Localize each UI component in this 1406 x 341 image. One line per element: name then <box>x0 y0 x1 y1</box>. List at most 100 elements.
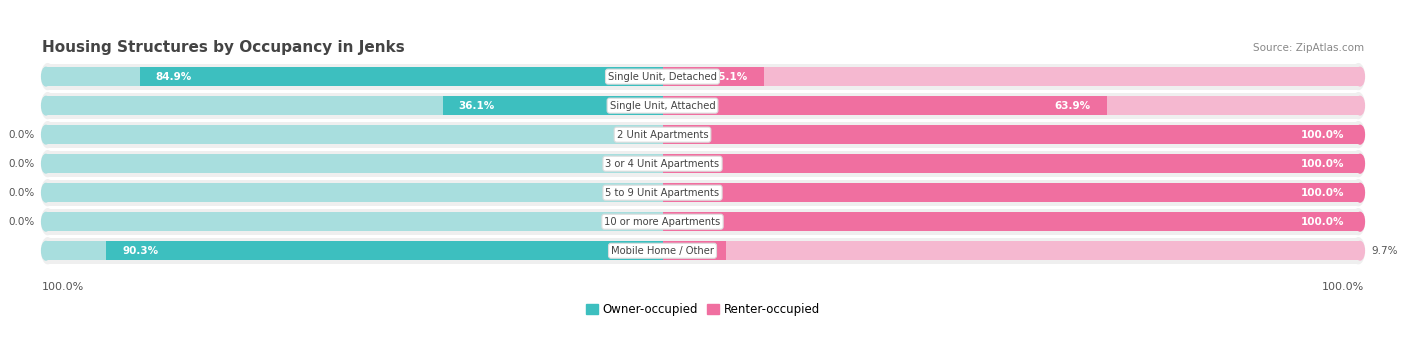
Text: 0.0%: 0.0% <box>8 188 35 198</box>
Bar <box>662 183 666 202</box>
Circle shape <box>42 122 53 148</box>
Bar <box>658 67 662 86</box>
FancyBboxPatch shape <box>48 122 1358 148</box>
Text: 100.0%: 100.0% <box>1301 188 1344 198</box>
Circle shape <box>42 212 51 231</box>
Circle shape <box>1353 209 1364 235</box>
Text: 5 to 9 Unit Apartments: 5 to 9 Unit Apartments <box>606 188 720 198</box>
Text: 10 or more Apartments: 10 or more Apartments <box>605 217 721 227</box>
Circle shape <box>42 154 51 173</box>
Circle shape <box>42 93 53 119</box>
Circle shape <box>1353 151 1364 177</box>
Bar <box>662 97 666 115</box>
Circle shape <box>1353 93 1364 119</box>
Text: 0.0%: 0.0% <box>8 217 35 227</box>
FancyBboxPatch shape <box>48 180 1358 206</box>
FancyBboxPatch shape <box>666 67 1360 86</box>
Circle shape <box>1355 154 1364 173</box>
Text: 15.1%: 15.1% <box>711 72 748 81</box>
FancyBboxPatch shape <box>666 125 1360 144</box>
Circle shape <box>1353 238 1364 264</box>
Circle shape <box>42 151 53 177</box>
Circle shape <box>1355 125 1364 144</box>
FancyBboxPatch shape <box>46 241 658 260</box>
Text: 100.0%: 100.0% <box>42 282 84 292</box>
Circle shape <box>1355 125 1364 144</box>
FancyBboxPatch shape <box>48 151 1358 177</box>
Text: 100.0%: 100.0% <box>1301 159 1344 169</box>
Circle shape <box>42 64 53 90</box>
FancyBboxPatch shape <box>443 97 658 115</box>
FancyBboxPatch shape <box>48 64 1358 90</box>
Legend: Owner-occupied, Renter-occupied: Owner-occupied, Renter-occupied <box>586 303 820 316</box>
FancyBboxPatch shape <box>46 67 658 86</box>
Text: 100.0%: 100.0% <box>1301 217 1344 227</box>
Text: Single Unit, Attached: Single Unit, Attached <box>610 101 716 110</box>
Bar <box>658 241 662 260</box>
Circle shape <box>1355 154 1364 173</box>
FancyBboxPatch shape <box>666 241 727 260</box>
Bar <box>662 183 666 202</box>
Bar <box>658 97 662 115</box>
Bar <box>662 241 666 260</box>
Circle shape <box>42 209 53 235</box>
Text: 36.1%: 36.1% <box>458 101 495 110</box>
Text: 2 Unit Apartments: 2 Unit Apartments <box>617 130 709 140</box>
Circle shape <box>42 238 53 264</box>
Text: 3 or 4 Unit Apartments: 3 or 4 Unit Apartments <box>606 159 720 169</box>
FancyBboxPatch shape <box>46 212 658 231</box>
Bar <box>662 125 666 144</box>
FancyBboxPatch shape <box>666 97 1107 115</box>
Bar <box>662 154 666 173</box>
FancyBboxPatch shape <box>666 97 1360 115</box>
Circle shape <box>1353 122 1364 148</box>
FancyBboxPatch shape <box>46 154 658 173</box>
Circle shape <box>1353 180 1364 206</box>
Text: Housing Structures by Occupancy in Jenks: Housing Structures by Occupancy in Jenks <box>42 40 405 55</box>
FancyBboxPatch shape <box>666 212 1360 231</box>
Text: Single Unit, Detached: Single Unit, Detached <box>607 72 717 81</box>
FancyBboxPatch shape <box>46 125 658 144</box>
Bar <box>658 67 662 86</box>
Text: 100.0%: 100.0% <box>1322 282 1364 292</box>
FancyBboxPatch shape <box>666 125 1360 144</box>
FancyBboxPatch shape <box>666 67 765 86</box>
Bar <box>662 241 666 260</box>
Circle shape <box>1355 97 1364 115</box>
Circle shape <box>42 125 51 144</box>
FancyBboxPatch shape <box>666 212 1360 231</box>
Bar <box>662 125 666 144</box>
Text: 0.0%: 0.0% <box>8 159 35 169</box>
FancyBboxPatch shape <box>666 154 1360 173</box>
FancyBboxPatch shape <box>48 238 1358 264</box>
Text: 9.7%: 9.7% <box>1371 246 1398 256</box>
Bar <box>662 154 666 173</box>
Text: 90.3%: 90.3% <box>122 246 159 256</box>
Bar <box>662 212 666 231</box>
FancyBboxPatch shape <box>48 209 1358 235</box>
Text: 63.9%: 63.9% <box>1054 101 1091 110</box>
Circle shape <box>1355 212 1364 231</box>
FancyBboxPatch shape <box>666 183 1360 202</box>
FancyBboxPatch shape <box>48 93 1358 119</box>
Bar <box>662 67 666 86</box>
Bar <box>662 212 666 231</box>
Bar <box>658 212 662 231</box>
Text: 100.0%: 100.0% <box>1301 130 1344 140</box>
FancyBboxPatch shape <box>107 241 658 260</box>
Text: Source: ZipAtlas.com: Source: ZipAtlas.com <box>1253 43 1364 53</box>
Circle shape <box>1353 64 1364 90</box>
Text: 84.9%: 84.9% <box>156 72 191 81</box>
FancyBboxPatch shape <box>666 154 1360 173</box>
Circle shape <box>1355 183 1364 202</box>
FancyBboxPatch shape <box>46 97 658 115</box>
Text: 0.0%: 0.0% <box>8 130 35 140</box>
Circle shape <box>1355 241 1364 260</box>
Text: Mobile Home / Other: Mobile Home / Other <box>612 246 714 256</box>
Bar <box>658 183 662 202</box>
Bar <box>658 125 662 144</box>
FancyBboxPatch shape <box>666 183 1360 202</box>
Bar <box>662 97 666 115</box>
Circle shape <box>1355 183 1364 202</box>
FancyBboxPatch shape <box>139 67 658 86</box>
